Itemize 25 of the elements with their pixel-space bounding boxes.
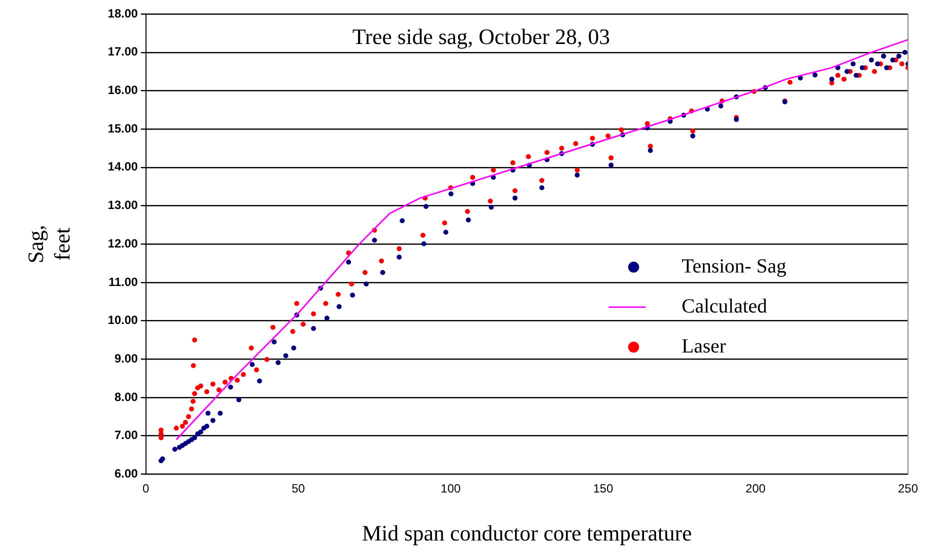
y-tick-label: 7.00 bbox=[114, 428, 138, 442]
x-tick-label: 150 bbox=[593, 482, 614, 496]
x-tick-label: 100 bbox=[440, 482, 462, 496]
x-tick-label: 50 bbox=[292, 482, 306, 496]
x-tick-label: 250 bbox=[898, 482, 918, 496]
y-tick-label: 13.00 bbox=[108, 198, 138, 212]
y-tick-label: 8.00 bbox=[114, 390, 138, 404]
y-axis-title: Sag, feet bbox=[22, 224, 74, 264]
legend-label: Calculated bbox=[682, 295, 768, 318]
x-tick-label: 200 bbox=[746, 482, 766, 496]
x-tick-label: 0 bbox=[142, 482, 150, 496]
y-tick-label: 14.00 bbox=[108, 160, 138, 174]
y-tick-label: 18.00 bbox=[108, 6, 138, 20]
y-tick-label: 15.00 bbox=[108, 121, 138, 136]
y-tick-label: 12.00 bbox=[108, 236, 138, 250]
y-tick-label: 16.00 bbox=[108, 83, 138, 98]
legend-label: Tension- Sag bbox=[682, 255, 786, 278]
y-tick-label: 11.00 bbox=[108, 274, 138, 289]
y-tick-label: 6.00 bbox=[114, 466, 138, 481]
x-axis-title: Mid span conductor core temperature bbox=[362, 520, 692, 546]
text: Tree side sag, October 28, 03 bbox=[352, 24, 610, 49]
y-tick-label: 10.00 bbox=[108, 313, 138, 328]
y-tick-label: 17.00 bbox=[108, 44, 138, 59]
legend-label: Laser bbox=[682, 335, 726, 358]
y-tick-label: 9.00 bbox=[114, 351, 138, 366]
